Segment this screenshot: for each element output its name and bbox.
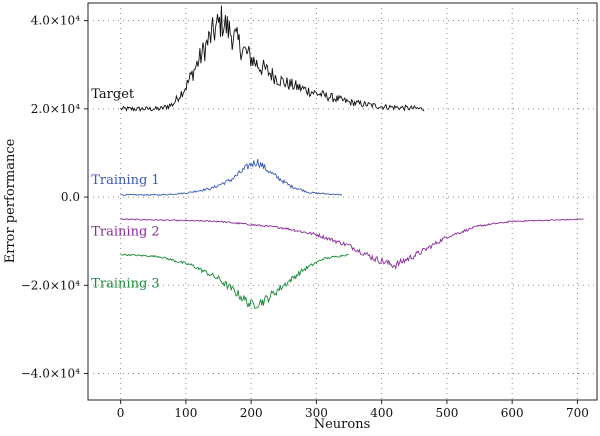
series-line xyxy=(120,159,343,196)
x-tick-label: 400 xyxy=(370,406,393,420)
series-line xyxy=(120,253,349,309)
y-tick-label: −2.0×10⁴ xyxy=(21,278,80,292)
x-tick-label: 500 xyxy=(435,406,458,420)
x-tick-label: 0 xyxy=(117,406,125,420)
series-label: Training 1 xyxy=(91,173,159,188)
y-tick-label: 2.0×10⁴ xyxy=(31,102,80,116)
x-tick-label: 300 xyxy=(305,406,328,420)
y-tick-label: −4.0×10⁴ xyxy=(21,367,80,381)
y-axis-title: Error performance xyxy=(3,138,18,263)
axis-ticks: 0 100 200 300 400 500 600 700 4.0×10⁴ 2.0×10⁴ 0.0 −… xyxy=(21,14,589,420)
x-tick-label: 200 xyxy=(240,406,263,420)
grid xyxy=(88,3,597,400)
series-label: Training 3 xyxy=(91,277,159,292)
x-axis-title: Neurons xyxy=(314,417,371,432)
plot-frame xyxy=(87,2,598,401)
series-group xyxy=(120,5,584,309)
y-tick-label: 0.0 xyxy=(61,190,80,204)
series-label: Target xyxy=(91,87,135,102)
series-line xyxy=(120,218,584,270)
series-label: Training 2 xyxy=(91,224,159,239)
y-tick-label: 4.0×10⁴ xyxy=(31,14,80,28)
series-line xyxy=(120,5,425,112)
x-tick-label: 100 xyxy=(174,406,197,420)
x-tick-label: 700 xyxy=(566,406,589,420)
x-tick-label: 600 xyxy=(501,406,524,420)
series-labels: Target Training 1 Training 2 Training 3 xyxy=(91,87,159,292)
